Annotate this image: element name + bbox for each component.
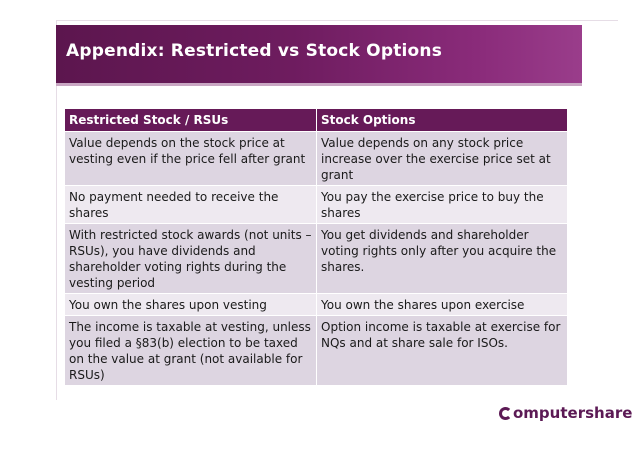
- header-stock-options: Stock Options: [316, 108, 568, 132]
- table-header-row: Restricted Stock / RSUs Stock Options: [64, 108, 568, 132]
- table-cell: Option income is taxable at exercise for…: [316, 315, 568, 386]
- comparison-table: Restricted Stock / RSUs Stock Options Va…: [64, 108, 568, 386]
- table-cell: You pay the exercise price to buy the sh…: [316, 185, 568, 224]
- table-cell: You own the shares upon vesting: [64, 293, 317, 316]
- slide-frame: [56, 20, 618, 400]
- table-cell: You own the shares upon exercise: [316, 293, 568, 316]
- table-row: With restricted stock awards (not units …: [64, 223, 568, 294]
- computershare-logo: omputershare: [499, 404, 632, 422]
- computershare-c-icon: [499, 406, 512, 420]
- title-accent-line: [56, 83, 582, 86]
- table-cell: With restricted stock awards (not units …: [64, 223, 317, 294]
- table-row: No payment needed to receive the shares …: [64, 185, 568, 224]
- title-bar: Appendix: Restricted vs Stock Options: [56, 25, 582, 83]
- logo-text: omputershare: [513, 404, 633, 422]
- table-row: The income is taxable at vesting, unless…: [64, 315, 568, 386]
- table-cell: No payment needed to receive the shares: [64, 185, 317, 224]
- table-cell: The income is taxable at vesting, unless…: [64, 315, 317, 386]
- table-cell: You get dividends and shareholder voting…: [316, 223, 568, 294]
- table-row: Value depends on the stock price at vest…: [64, 131, 568, 186]
- table-row: You own the shares upon vesting You own …: [64, 293, 568, 316]
- slide-title: Appendix: Restricted vs Stock Options: [66, 41, 443, 61]
- table-cell: Value depends on the stock price at vest…: [64, 131, 317, 186]
- header-restricted-stock: Restricted Stock / RSUs: [64, 108, 317, 132]
- table-cell: Value depends on any stock price increas…: [316, 131, 568, 186]
